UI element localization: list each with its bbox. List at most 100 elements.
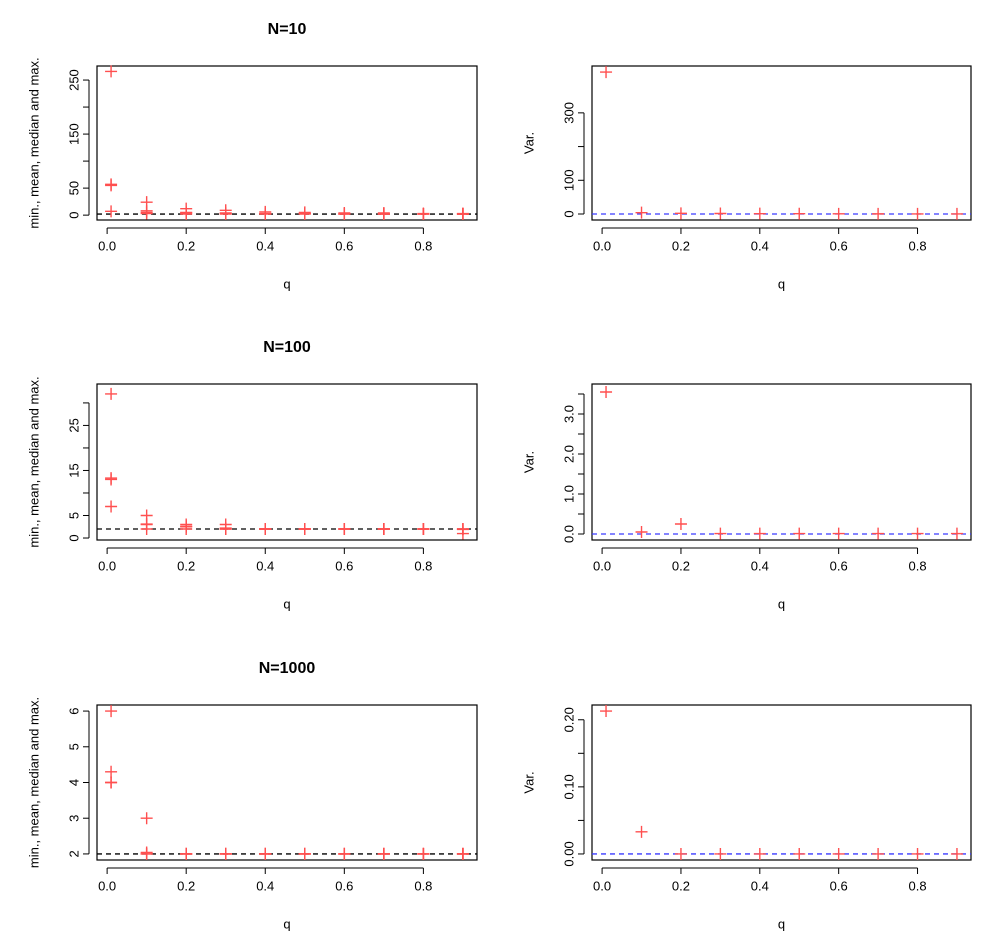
point [456,523,469,536]
point [259,205,272,218]
point [950,207,963,220]
y-tick-label: 1.0 [561,485,576,503]
point [105,776,118,789]
y-tick-label: 2.0 [561,445,576,463]
point [872,207,885,220]
point [259,847,272,860]
plot-frame [96,704,478,861]
y-tick-label: 50 [66,181,81,195]
point [180,518,193,531]
y-tick-label: 2 [66,850,81,857]
x-tick-label: 0.0 [593,558,611,573]
point [298,847,311,860]
point [911,527,924,540]
point [338,847,351,860]
y-axis-label: min., mean, median and max. [26,57,41,228]
point [105,387,118,400]
point [793,847,806,860]
x-tick-label: 0.0 [98,558,116,573]
chart-title: N=100 [263,339,311,356]
point [950,847,963,860]
x-tick-label: 0.4 [256,558,274,573]
point [338,523,351,536]
x-tick-label: 0.0 [98,878,116,893]
point [417,207,430,220]
point [832,207,845,220]
point [140,196,153,209]
y-tick-label: 5 [66,743,81,750]
point [105,765,118,778]
y-tick-label: 300 [561,102,576,124]
point [219,847,232,860]
x-tick-label: 0.2 [672,238,690,253]
point [105,179,118,192]
x-tick-label: 0.6 [830,558,848,573]
x-tick-label: 0.4 [256,878,274,893]
point [950,527,963,540]
point [911,847,924,860]
point [180,847,193,860]
x-axis-label: q [283,596,290,611]
point [600,705,613,718]
point [377,523,390,536]
y-tick-label: 0.10 [561,774,576,799]
point [753,527,766,540]
y-tick-label: 0.20 [561,707,576,732]
point [298,206,311,219]
point [793,207,806,220]
x-tick-label: 0.4 [751,878,769,893]
y-tick-label: 150 [66,123,81,145]
x-tick-label: 0.2 [672,878,690,893]
y-tick-label: 3.0 [561,405,576,423]
x-tick-label: 0.8 [414,558,432,573]
point [377,206,390,219]
point [600,66,613,79]
point [793,527,806,540]
y-axis-label: min., mean, median and max. [26,376,41,547]
point [417,847,430,860]
point [456,847,469,860]
x-tick-label: 0.2 [177,558,195,573]
point [714,527,727,540]
y-tick-label: 0 [66,212,81,219]
point [140,847,153,860]
point [219,518,232,531]
point [417,523,430,536]
point [456,207,469,220]
point [872,847,885,860]
x-tick-label: 0.6 [335,878,353,893]
x-tick-label: 0.6 [830,878,848,893]
y-tick-label: 25 [66,418,81,432]
point [635,206,648,219]
y-tick-label: 0 [66,534,81,541]
y-axis-label: Var. [521,132,536,154]
point [753,847,766,860]
point [635,825,648,838]
x-tick-label: 0.6 [830,238,848,253]
y-tick-label: 3 [66,815,81,822]
y-tick-label: 5 [66,512,81,519]
point [714,207,727,220]
x-axis-label: q [778,596,785,611]
x-tick-label: 0.2 [177,878,195,893]
chart-title: N=10 [268,21,307,38]
plot-frame [591,65,972,221]
point [219,204,232,217]
point [140,509,153,522]
y-tick-label: 0.0 [561,525,576,543]
point [259,523,272,536]
chart-title: N=1000 [259,660,316,677]
point [674,847,687,860]
x-axis-label: q [778,916,785,931]
plot-frame [591,704,972,861]
point [832,527,845,540]
x-axis-label: q [778,276,785,291]
x-tick-label: 0.4 [256,238,274,253]
y-tick-label: 250 [66,69,81,91]
point [105,705,118,718]
point [140,812,153,825]
plot-frame [96,383,478,541]
x-tick-label: 0.8 [908,878,926,893]
point [753,207,766,220]
point [600,386,613,398]
